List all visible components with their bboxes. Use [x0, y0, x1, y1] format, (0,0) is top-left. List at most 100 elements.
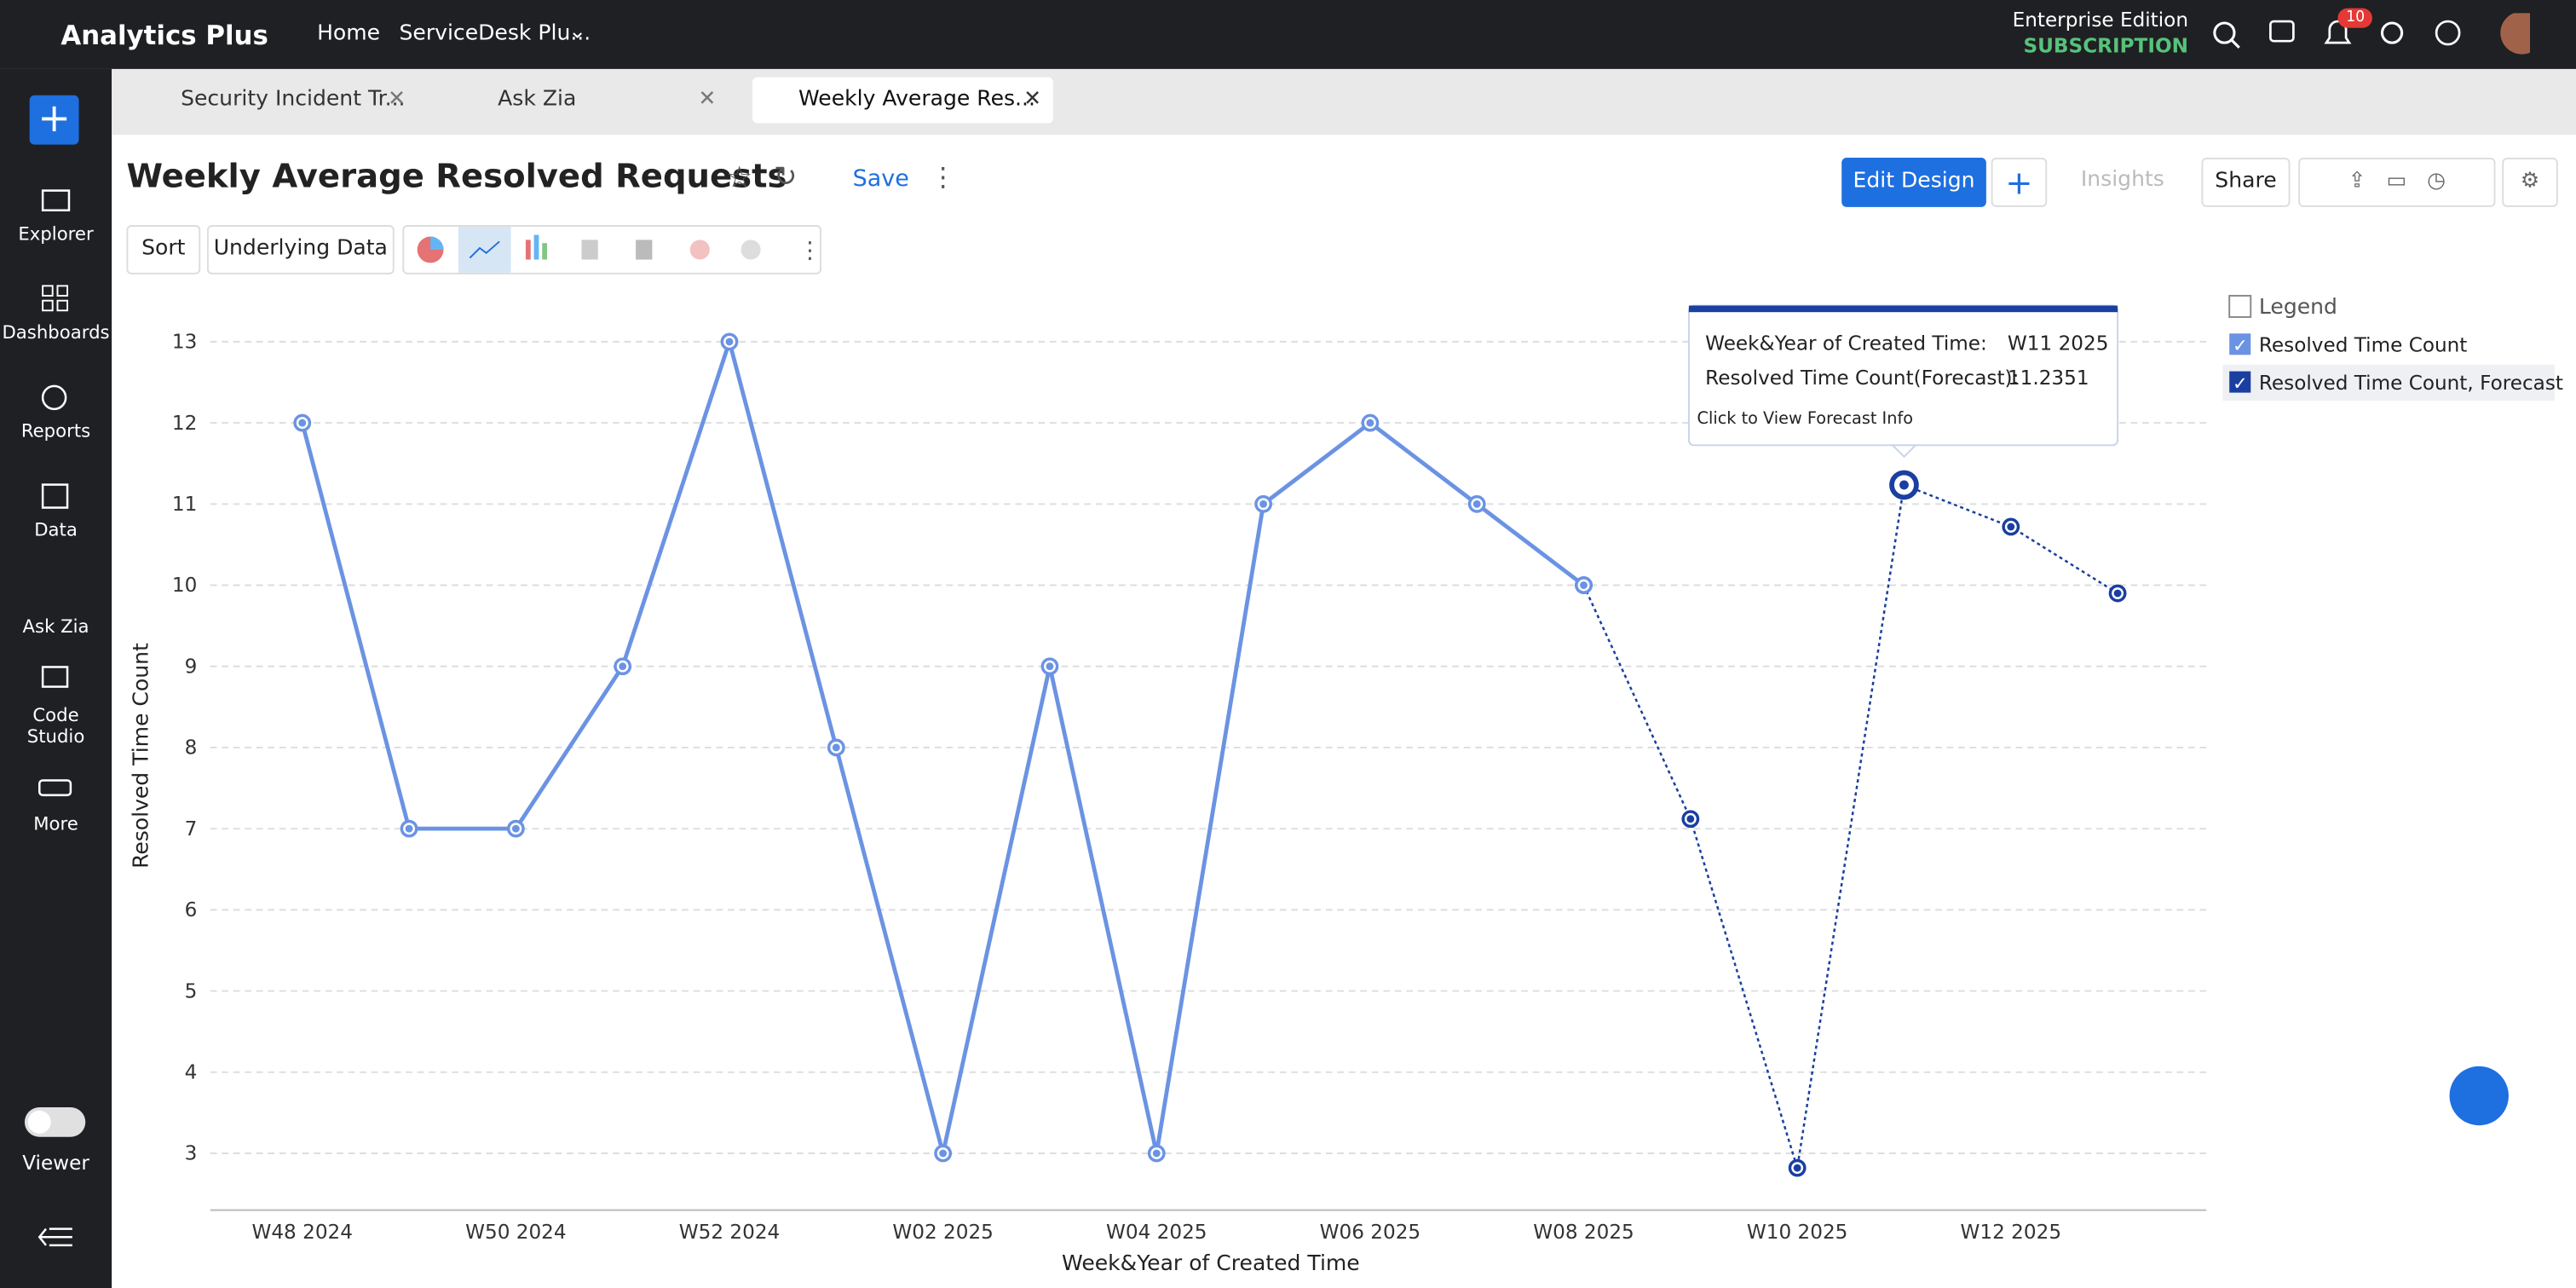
x-tick-label: W52 2024: [679, 1222, 781, 1244]
x-tick-label: W10 2025: [1747, 1222, 1848, 1244]
y-tick-label: 4: [185, 1062, 198, 1084]
tab-bar: Security Incident Tr... ✕ Ask Zia ✕ Weekly…: [112, 68, 2576, 136]
legend-checkbox: [2228, 294, 2252, 318]
point-dot: [619, 662, 627, 671]
point: [827, 738, 845, 757]
chevron[interactable]: ⌄: [568, 20, 587, 45]
settings[interactable]: ⚙: [2502, 158, 2558, 207]
forecast-line: [1582, 483, 2118, 1169]
legend-highlight: [2222, 364, 2555, 401]
underlying-data[interactable]: Underlying Data: [206, 225, 395, 274]
svg-text:⋮: ⋮: [798, 238, 820, 264]
tab[interactable]: Security Incident Tr... ✕: [181, 87, 406, 113]
save[interactable]: Save: [852, 165, 909, 193]
nav-item[interactable]: More: [33, 813, 78, 835]
favorite[interactable]: ☆: [726, 160, 753, 196]
nav-item[interactable]: Explorer: [18, 223, 94, 245]
y-tick-label: 12: [172, 413, 197, 435]
brand: Analytics Plus: [61, 20, 268, 51]
point-dot: [2007, 523, 2015, 531]
refresh[interactable]: ↻: [774, 160, 798, 194]
point-dot: [1580, 581, 1588, 589]
point: [720, 332, 739, 351]
point-dot: [298, 419, 307, 427]
tooltip-border: [1688, 305, 2118, 313]
y-tick-label: 5: [185, 980, 198, 1002]
tooltip[interactable]: Week&Year of Created Time: W11 2025 Resolv…: [1687, 304, 2119, 459]
sort[interactable]: Sort: [126, 225, 201, 274]
tab-active[interactable]: Weekly Average Res... ✕: [752, 77, 1053, 124]
action-icons[interactable]: ⇪ ▭ ◷: [2298, 158, 2496, 207]
edition: Enterprise Edition: [2012, 8, 2189, 32]
point: [1254, 494, 1272, 513]
chart-type-bar[interactable]: ⋮: [402, 225, 821, 274]
series-line: [300, 334, 1585, 1154]
tooltip-value: 11.2351: [2008, 367, 2089, 390]
point-dot: [1686, 815, 1695, 823]
nav-item[interactable]: Data: [34, 519, 78, 541]
x-tick-label: W08 2025: [1533, 1222, 1634, 1244]
tooltip-label: Resolved Time Count(Forecast):: [1705, 367, 2019, 390]
y-axis-title: Resolved Time Count: [129, 643, 153, 869]
chart-type-icons[interactable]: ⋮: [404, 226, 821, 273]
point: [2108, 584, 2127, 603]
point-dot: [832, 743, 840, 752]
nav-item[interactable]: Ask Zia: [22, 615, 89, 638]
y-tick-label: 7: [185, 818, 198, 840]
point: [1467, 494, 1486, 513]
tooltip-label: Week&Year of Created Time:: [1705, 333, 1987, 355]
y-tick-label: 13: [172, 332, 197, 354]
subscription[interactable]: SUBSCRIPTION: [2023, 34, 2189, 58]
header-icons[interactable]: [2201, 13, 2531, 59]
viewer-toggle[interactable]: Viewer: [22, 1152, 89, 1175]
nav-link[interactable]: Home: [317, 21, 381, 46]
y-tick-label: 10: [172, 575, 197, 597]
point-dot: [1046, 662, 1054, 671]
point-dot: [725, 338, 734, 346]
y-tick-label: 3: [185, 1143, 198, 1165]
point-dot: [511, 824, 520, 833]
point: [2002, 517, 2020, 536]
create-button[interactable]: +: [29, 95, 79, 145]
legend-check: ✓: [2233, 373, 2248, 394]
point-dot: [939, 1149, 948, 1158]
add-button[interactable]: +: [1991, 158, 2048, 207]
legend-label: Resolved Time Count, Forecast: [2259, 373, 2563, 395]
tab-label[interactable]: Security Incident Tr...: [181, 87, 406, 113]
tab[interactable]: Ask Zia ✕: [498, 87, 717, 113]
legend-swatch: [2229, 371, 2251, 393]
x-tick-label: W06 2025: [1320, 1222, 1421, 1244]
y-tick-label: 11: [172, 494, 197, 516]
point: [1681, 810, 1700, 829]
y-tick-label: 8: [185, 737, 198, 760]
x-tick-label: W48 2024: [251, 1222, 353, 1244]
hover-dot: [1899, 480, 1909, 490]
x-tick-label: W50 2024: [465, 1222, 567, 1244]
chat-button[interactable]: [2449, 1066, 2509, 1126]
nav-item[interactable]: Reports: [20, 420, 91, 442]
nav-link[interactable]: ServiceDesk Plu...: [399, 21, 591, 46]
more-menu[interactable]: ⋮: [930, 160, 957, 193]
insights[interactable]: Insights: [2056, 158, 2189, 204]
point: [934, 1144, 953, 1163]
point-dot: [2113, 589, 2122, 598]
point-dot: [1259, 500, 1268, 508]
nav-item[interactable]: Code Studio: [26, 704, 85, 748]
tooltip-value: W11 2025: [2008, 333, 2109, 355]
nav-item[interactable]: Dashboards: [2, 321, 110, 344]
share[interactable]: Share: [2201, 158, 2291, 207]
point: [1147, 1144, 1166, 1163]
tab-label[interactable]: Weekly Average Res...: [798, 87, 1035, 113]
point: [506, 819, 525, 838]
y-tick-label: 9: [185, 656, 198, 678]
legend-check: ✓: [2233, 334, 2248, 355]
tab-label[interactable]: Ask Zia: [498, 87, 577, 113]
point: [293, 413, 312, 432]
point: [1788, 1158, 1807, 1177]
notification-badge: 10: [2337, 8, 2373, 28]
edit-design[interactable]: Edit Design: [1841, 158, 1986, 207]
x-axis-title[interactable]: Week&Year of Created Time: [1062, 1250, 1360, 1275]
